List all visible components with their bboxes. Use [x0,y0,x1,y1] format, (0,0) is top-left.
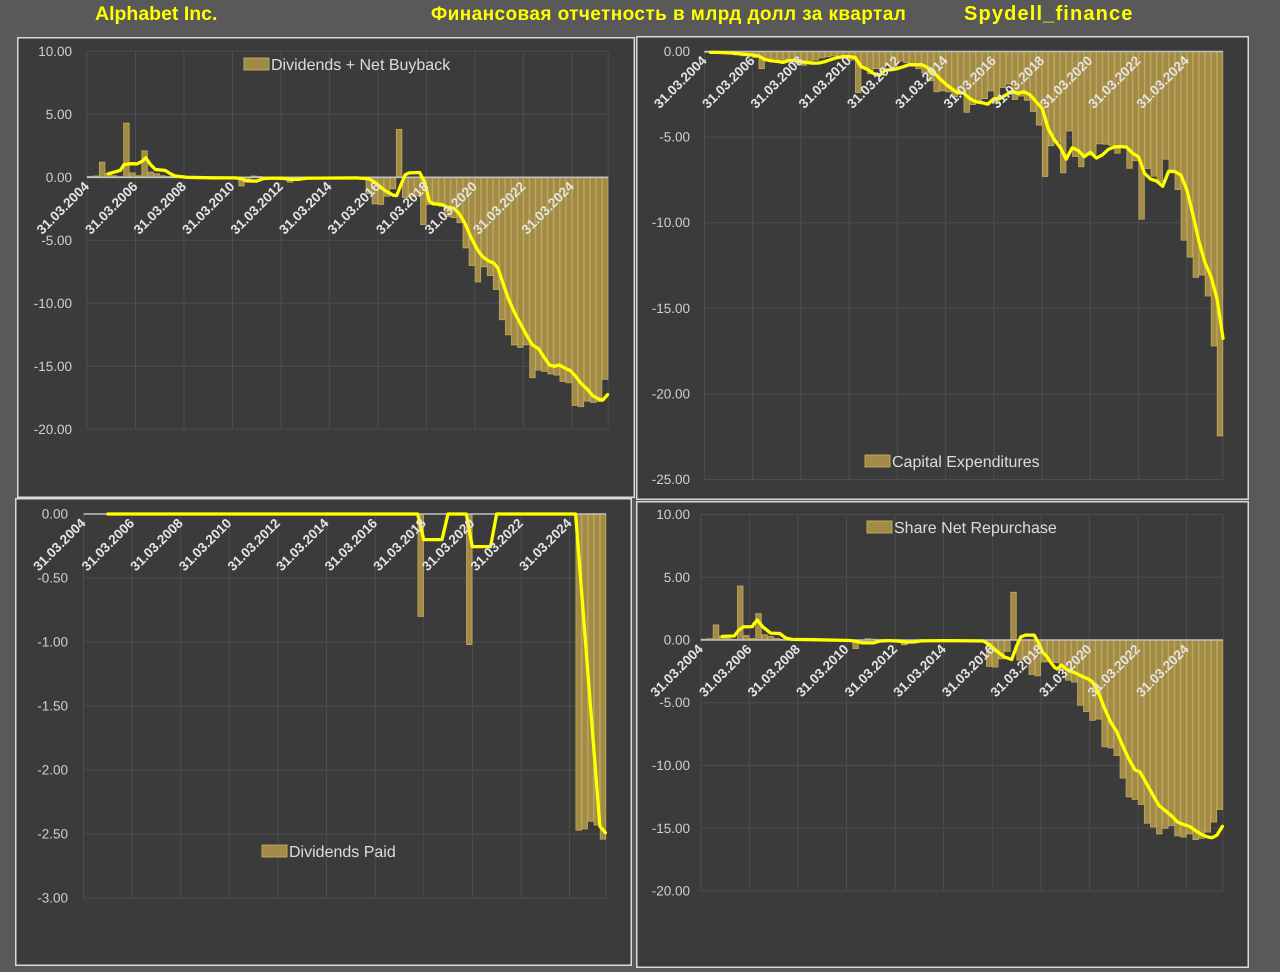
svg-text:5.00: 5.00 [46,107,72,122]
svg-text:Capital Expenditures: Capital Expenditures [892,454,1040,471]
svg-text:-5.00: -5.00 [659,130,690,145]
svg-text:-15.00: -15.00 [652,301,690,316]
svg-text:-2.50: -2.50 [37,827,68,842]
svg-text:-10.00: -10.00 [34,296,72,311]
svg-text:-10.00: -10.00 [652,758,690,773]
svg-text:Dividends Paid: Dividends Paid [289,844,396,861]
svg-text:0.00: 0.00 [664,633,690,648]
svg-text:-2.00: -2.00 [37,763,68,778]
svg-text:-25.00: -25.00 [652,472,690,487]
svg-text:-10.00: -10.00 [652,215,690,230]
svg-text:-15.00: -15.00 [652,821,690,836]
svg-text:-1.50: -1.50 [37,699,68,714]
svg-text:-3.00: -3.00 [37,891,68,906]
svg-text:0.00: 0.00 [42,507,68,522]
svg-text:5.00: 5.00 [664,570,690,585]
svg-text:10.00: 10.00 [656,507,690,522]
svg-text:-20.00: -20.00 [34,422,72,437]
svg-text:Dividends + Net Buyback: Dividends + Net Buyback [271,57,451,74]
svg-text:Share Net Repurchase: Share Net Repurchase [894,520,1057,537]
svg-text:-15.00: -15.00 [34,359,72,374]
svg-text:-20.00: -20.00 [652,386,690,401]
svg-text:-1.00: -1.00 [37,635,68,650]
svg-text:-0.50: -0.50 [37,571,68,586]
svg-text:10.00: 10.00 [38,44,72,59]
svg-text:0.00: 0.00 [664,44,690,59]
svg-text:-5.00: -5.00 [41,233,72,248]
svg-text:0.00: 0.00 [46,170,72,185]
svg-text:-20.00: -20.00 [652,884,690,899]
svg-text:-5.00: -5.00 [659,695,690,710]
